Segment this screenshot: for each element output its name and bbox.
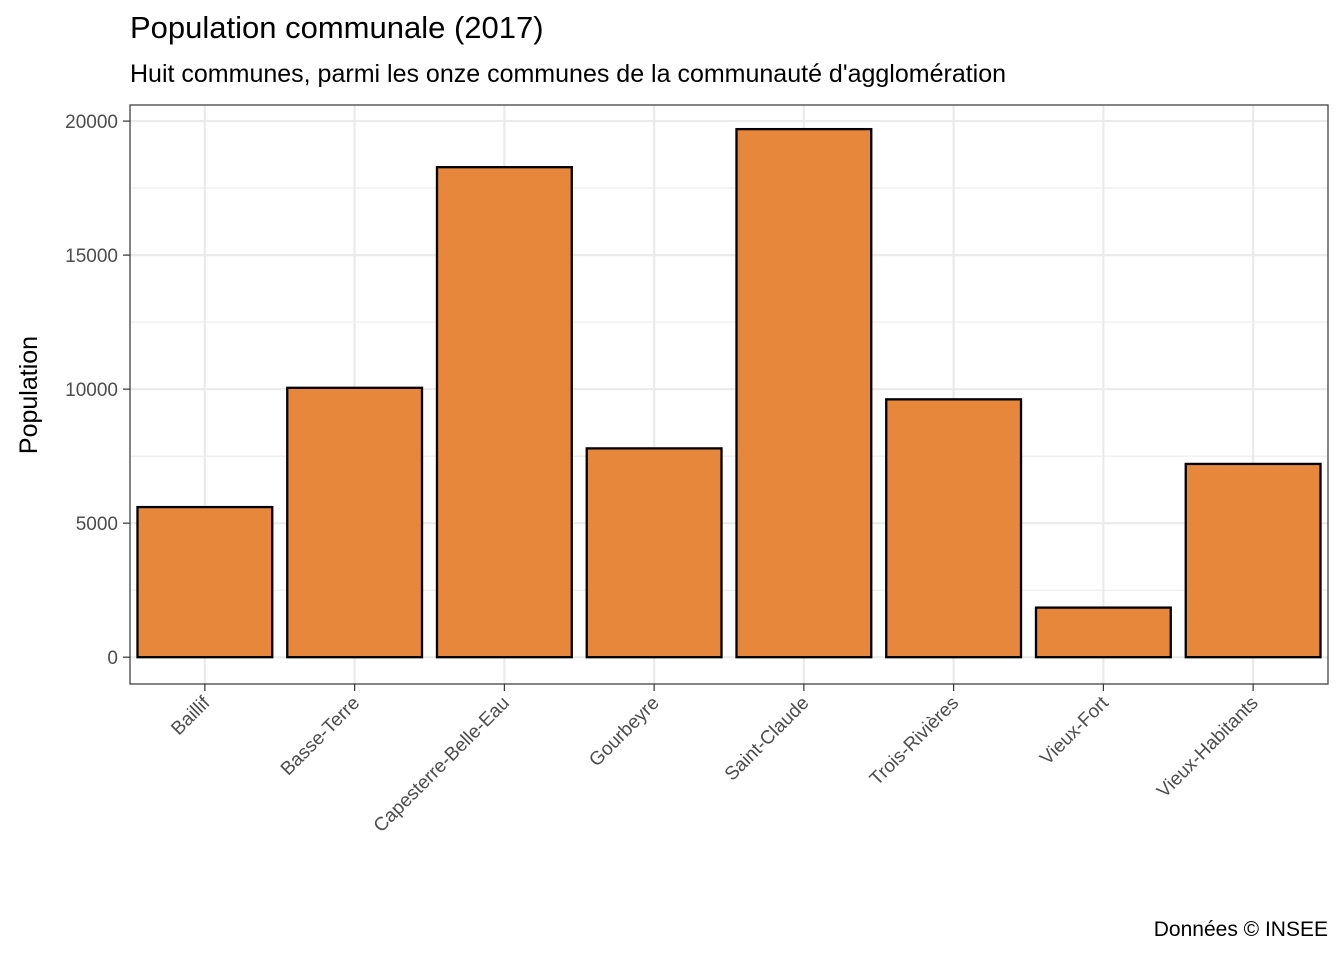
y-tick-label: 10000 [65,380,118,401]
y-axis-title: Population [15,336,43,454]
bar-capesterre-belle-eau [435,166,573,659]
x-tick-label: Basse-Terre [277,693,364,780]
bar-vieux-fort [1034,606,1172,659]
x-tick-label: Baillif [167,692,214,739]
panel-border [129,104,1329,685]
x-tick-label: Capesterre-Belle-Eau [370,693,514,837]
x-tick-label: Trois-Rivières [866,693,963,790]
chart-title: Population communale (2017) [130,10,544,45]
x-tick-label: Vieux-Fort [1036,692,1113,769]
chart-caption: Données © INSEE [1153,918,1328,941]
bar-saint-claude [735,127,873,659]
y-tick-label: 5000 [76,514,118,535]
bar-basse-terre [286,386,424,659]
bar-trois-rivi-res [885,398,1023,659]
bar-vieux-habitants [1184,462,1322,659]
x-tick-label: Vieux-Habitants [1153,693,1262,802]
y-tick-label: 15000 [65,246,118,267]
x-axis: Baillif Basse-Terre Capesterre-Belle-Eau Go… [167,684,1263,837]
bar-baillif [136,505,274,659]
bar-gourbeyre [585,447,723,659]
chart-subtitle: Huit communes, parmi les onze communes d… [130,60,1007,88]
y-tick-label: 20000 [65,112,118,133]
y-axis: 0 5000 10000 15000 20000 [65,112,130,669]
x-tick-label: Saint-Claude [721,693,814,786]
y-tick-label: 0 [107,648,118,669]
bars [136,127,1322,659]
x-tick-label: Gourbeyre [585,693,663,771]
